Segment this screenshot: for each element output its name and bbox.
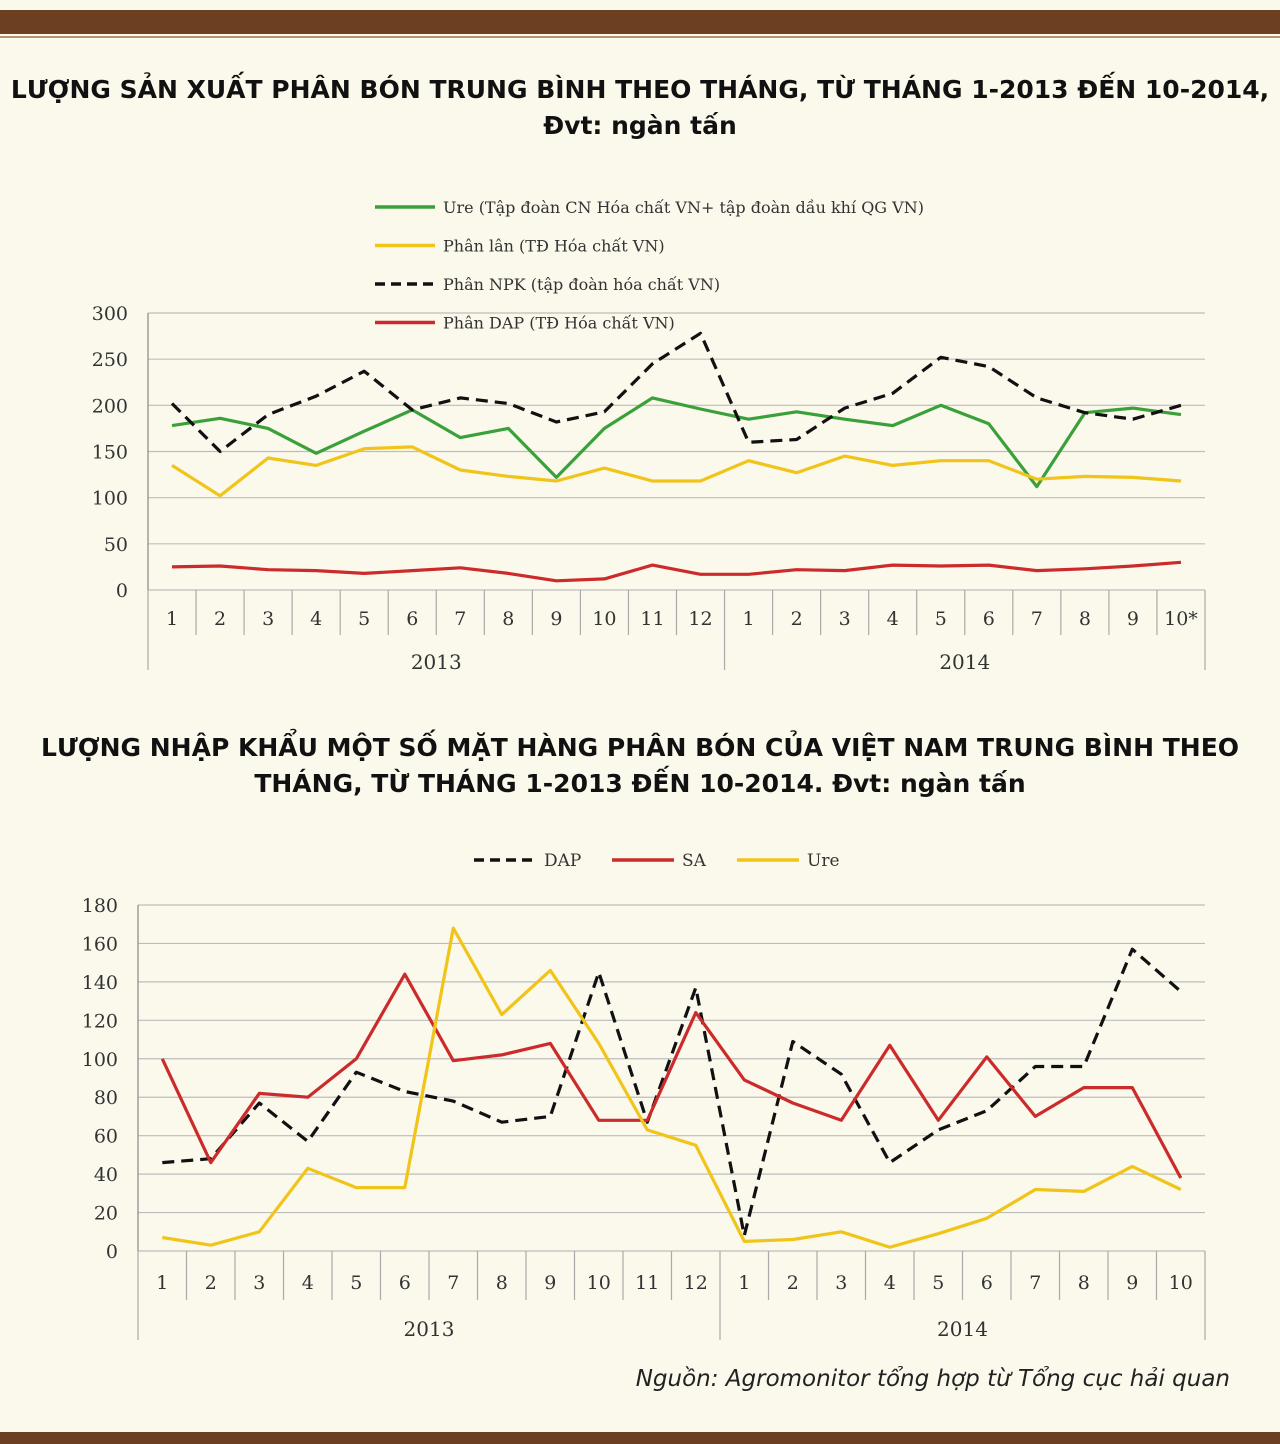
legend-label: Ure (Tập đoàn CN Hóa chất VN+ tập đoàn d…	[443, 198, 924, 217]
y-tick-label: 60	[94, 1126, 118, 1148]
x-tick-label: 7	[1029, 1272, 1041, 1294]
y-tick-label: 140	[82, 972, 118, 994]
x-group-label: 2013	[411, 650, 462, 674]
x-tick-label: 5	[358, 608, 370, 630]
x-tick-label: 8	[496, 1272, 508, 1294]
x-tick-label: 8	[1079, 608, 1091, 630]
x-tick-label: 4	[310, 608, 322, 630]
x-tick-label: 2	[787, 1272, 799, 1294]
x-tick-label: 1	[743, 608, 755, 630]
chart2-title-line1: LƯỢNG NHẬP KHẨU MỘT SỐ MẶT HÀNG PHÂN BÓN…	[40, 733, 1240, 762]
source-note: Nguồn: Agromonitor tổng hợp từ Tổng cục …	[635, 1366, 1230, 1392]
top-divider-line	[0, 36, 1280, 38]
legend-label: SA	[682, 851, 707, 871]
legend-label: DAP	[544, 851, 581, 871]
x-tick-label: 3	[835, 1272, 847, 1294]
y-tick-label: 20	[94, 1203, 118, 1225]
x-tick-label: 6	[983, 608, 995, 630]
bottom-decorative-bar	[0, 1432, 1280, 1444]
x-tick-label: 9	[550, 608, 562, 630]
legend-label: Phân lân (TĐ Hóa chất VN)	[443, 237, 665, 256]
x-tick-label: 2	[205, 1272, 217, 1294]
legend-label: Phân NPK (tập đoàn hóa chất VN)	[443, 275, 720, 294]
x-tick-label: 4	[302, 1272, 314, 1294]
x-tick-label: 1	[166, 608, 178, 630]
x-tick-label: 12	[688, 608, 712, 630]
x-tick-label: 5	[350, 1272, 362, 1294]
chart2-title-line2: THÁNG, TỪ THÁNG 1-2013 ĐẾN 10-2014. Đvt:…	[254, 769, 1026, 798]
series-line-0	[171, 396, 1182, 489]
x-tick-label: 11	[635, 1272, 659, 1294]
chart1-title: LƯỢNG SẢN XUẤT PHÂN BÓN TRUNG BÌNH THEO …	[0, 72, 1280, 144]
x-tick-label: 6	[406, 608, 418, 630]
x-tick-label: 11	[640, 608, 664, 630]
y-tick-label: 100	[82, 1049, 118, 1071]
chart2-title: LƯỢNG NHẬP KHẨU MỘT SỐ MẶT HÀNG PHÂN BÓN…	[0, 730, 1280, 802]
x-tick-label: 2	[214, 608, 226, 630]
series-line-1	[171, 445, 1182, 498]
y-tick-label: 160	[82, 933, 118, 955]
y-tick-label: 150	[92, 442, 128, 464]
x-tick-label: 10*	[1164, 608, 1198, 630]
chart1-title-line2: Đvt: ngàn tấn	[543, 111, 737, 140]
x-tick-label: 7	[454, 608, 466, 630]
x-tick-label: 4	[884, 1272, 896, 1294]
x-tick-label: 10	[1169, 1272, 1193, 1294]
x-tick-label: 10	[592, 608, 616, 630]
y-tick-label: 180	[82, 895, 118, 917]
y-tick-label: 120	[82, 1010, 118, 1032]
x-tick-label: 8	[1078, 1272, 1090, 1294]
x-tick-label: 2	[791, 608, 803, 630]
legend-label: Ure	[807, 851, 840, 871]
y-tick-label: 300	[92, 303, 128, 325]
x-tick-label: 4	[887, 608, 899, 630]
y-tick-label: 40	[94, 1164, 118, 1186]
x-tick-label: 6	[981, 1272, 993, 1294]
x-tick-label: 9	[544, 1272, 556, 1294]
x-tick-label: 3	[839, 608, 851, 630]
series-line-2	[162, 926, 1182, 1249]
x-tick-label: 9	[1126, 1272, 1138, 1294]
series-line-3	[171, 560, 1182, 583]
x-tick-label: 8	[502, 608, 514, 630]
x-tick-label: 12	[684, 1272, 708, 1294]
x-tick-label: 9	[1127, 608, 1139, 630]
x-tick-label: 5	[935, 608, 947, 630]
y-tick-label: 0	[116, 580, 128, 602]
x-tick-label: 1	[738, 1272, 750, 1294]
y-tick-label: 80	[94, 1087, 118, 1109]
x-group-label: 2014	[939, 650, 990, 674]
x-group-label: 2013	[404, 1317, 455, 1341]
top-decorative-bar	[0, 10, 1280, 34]
x-tick-label: 5	[932, 1272, 944, 1294]
y-tick-label: 50	[104, 534, 128, 556]
x-tick-label: 3	[253, 1272, 265, 1294]
series-line-2	[170, 331, 1182, 454]
x-tick-label: 6	[399, 1272, 411, 1294]
x-tick-label: 7	[447, 1272, 459, 1294]
x-tick-label: 3	[262, 608, 274, 630]
y-tick-label: 250	[92, 349, 128, 371]
x-tick-label: 1	[156, 1272, 168, 1294]
y-tick-label: 100	[92, 488, 128, 510]
series-line-1	[160, 972, 1183, 1179]
x-tick-label: 7	[1031, 608, 1043, 630]
x-tick-label: 10	[587, 1272, 611, 1294]
x-group-label: 2014	[937, 1317, 988, 1341]
y-tick-label: 200	[92, 395, 128, 417]
legend-label: Phân DAP (TĐ Hóa chất VN)	[443, 314, 675, 333]
y-tick-label: 0	[106, 1241, 118, 1263]
chart1-title-line1: LƯỢNG SẢN XUẤT PHÂN BÓN TRUNG BÌNH THEO …	[10, 75, 1270, 104]
